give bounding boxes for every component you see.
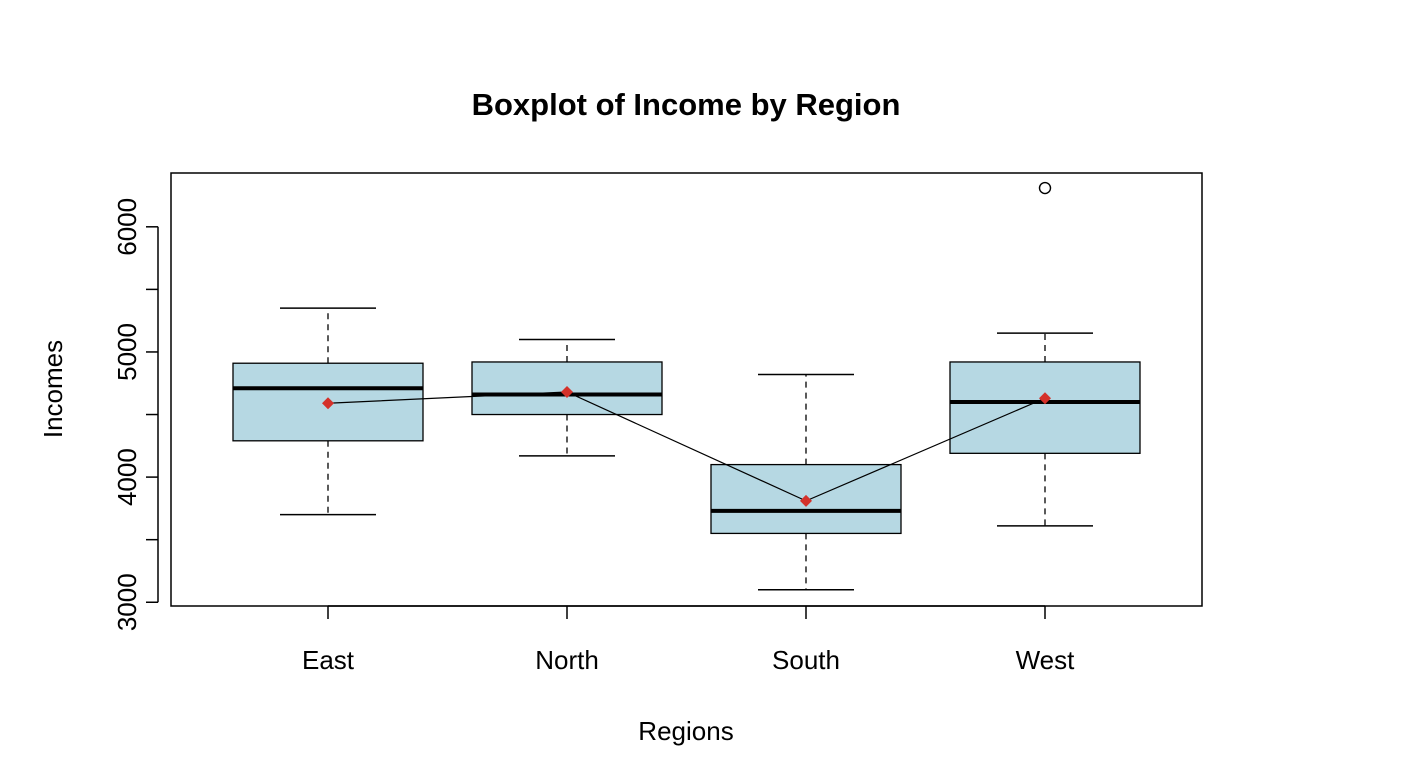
mean-line-layer [322, 386, 1051, 507]
x-tick-label: North [535, 645, 599, 675]
y-axis: 3000 4000 5000 6000 [112, 198, 159, 631]
iqr-box [949, 361, 1141, 454]
boxes [232, 181, 1141, 591]
x-tick-label: West [1016, 645, 1076, 675]
box-south [710, 373, 902, 591]
x-axis: East North South West [302, 605, 1076, 675]
outlier-point [1038, 181, 1052, 195]
y-tick-label: 6000 [112, 198, 142, 256]
y-tick-label: 3000 [112, 573, 142, 631]
x-tick-label: East [302, 645, 355, 675]
mean-point [561, 386, 573, 399]
x-axis-label: Regions [638, 716, 733, 746]
y-tick-label: 4000 [112, 448, 142, 506]
mean-line [327, 391, 1046, 502]
y-tick-label: 5000 [112, 323, 142, 381]
box-east [232, 307, 424, 516]
mean-point [322, 397, 334, 410]
box-west [949, 181, 1141, 527]
x-tick-label: South [772, 645, 840, 675]
y-axis-label: Incomes [38, 340, 68, 438]
mean-point [800, 494, 812, 507]
chart-title: Boxplot of Income by Region [472, 87, 901, 122]
mean-point [1039, 392, 1051, 405]
